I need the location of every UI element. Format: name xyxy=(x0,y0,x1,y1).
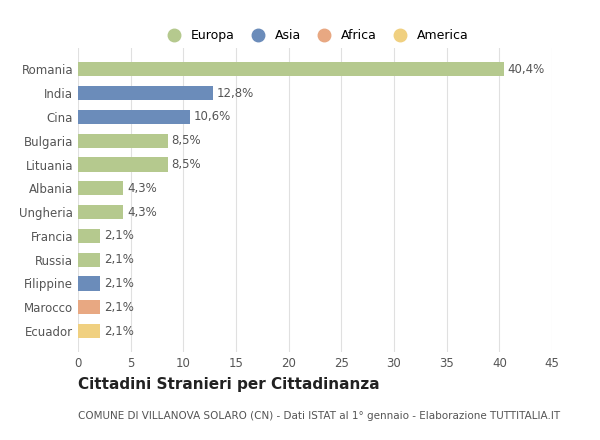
Text: 40,4%: 40,4% xyxy=(508,63,545,76)
Text: Cittadini Stranieri per Cittadinanza: Cittadini Stranieri per Cittadinanza xyxy=(78,378,380,392)
Text: 2,1%: 2,1% xyxy=(104,325,134,337)
Bar xyxy=(78,205,123,219)
Text: 12,8%: 12,8% xyxy=(217,87,254,99)
Bar xyxy=(78,134,167,148)
Legend: Europa, Asia, Africa, America: Europa, Asia, Africa, America xyxy=(156,24,474,47)
Bar xyxy=(78,62,503,77)
Bar xyxy=(78,181,123,195)
Bar xyxy=(78,253,100,267)
Bar xyxy=(78,324,100,338)
Text: 4,3%: 4,3% xyxy=(128,205,157,219)
Text: 2,1%: 2,1% xyxy=(104,229,134,242)
Text: 8,5%: 8,5% xyxy=(172,158,202,171)
Bar xyxy=(78,300,100,315)
Text: 2,1%: 2,1% xyxy=(104,277,134,290)
Bar xyxy=(78,158,167,172)
Bar xyxy=(78,110,190,124)
Bar xyxy=(78,86,213,100)
Bar xyxy=(78,276,100,290)
Text: 2,1%: 2,1% xyxy=(104,253,134,266)
Text: COMUNE DI VILLANOVA SOLARO (CN) - Dati ISTAT al 1° gennaio - Elaborazione TUTTIT: COMUNE DI VILLANOVA SOLARO (CN) - Dati I… xyxy=(78,411,560,421)
Text: 10,6%: 10,6% xyxy=(194,110,231,124)
Bar xyxy=(78,229,100,243)
Text: 4,3%: 4,3% xyxy=(128,182,157,195)
Text: 8,5%: 8,5% xyxy=(172,134,202,147)
Text: 2,1%: 2,1% xyxy=(104,301,134,314)
